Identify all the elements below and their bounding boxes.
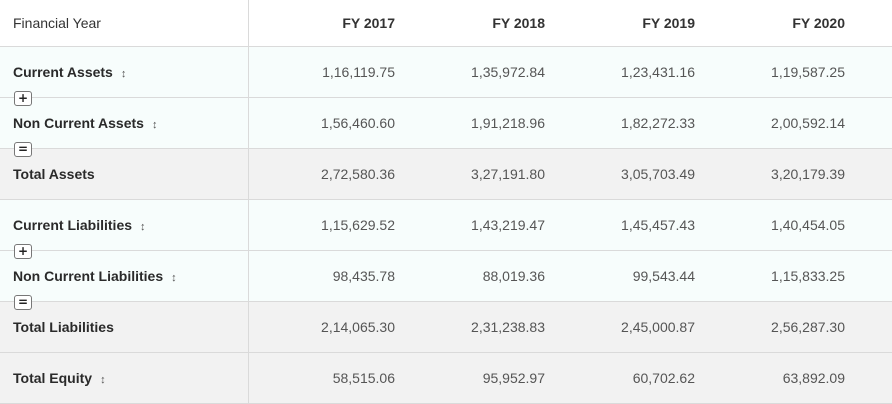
row-label-text: Current Liabilities	[13, 216, 133, 233]
value-cell: 98,435.78	[248, 250, 398, 302]
table-row: Non Current Assets ↕ = 1,56,460.60 1,91,2…	[0, 97, 892, 157]
year-header-2017: FY 2017	[248, 0, 398, 47]
row-label-total-assets: Total Assets	[0, 148, 249, 200]
equals-operator-icon: =	[14, 141, 32, 157]
sort-updown-icon[interactable]: ↕	[100, 373, 106, 386]
value-cell: 58,515.06	[248, 352, 398, 404]
row-label-current-assets[interactable]: Current Assets ↕ +	[0, 46, 249, 106]
value-cell: 1,82,272.33	[548, 97, 698, 149]
value-cell: 3,27,191.80	[398, 148, 548, 200]
value-cell: 3,05,703.49	[548, 148, 698, 200]
header-row: Financial Year FY 2017 FY 2018 FY 2019 F…	[0, 0, 892, 47]
plus-operator-icon: +	[14, 243, 32, 259]
row-label-text: Non Current Liabilities	[13, 267, 164, 284]
value-cell: 2,72,580.36	[248, 148, 398, 200]
row-label-total-equity[interactable]: Total Equity ↕	[0, 352, 249, 404]
value-cell: 1,35,972.84	[398, 46, 548, 98]
table-row-total: Total Liabilities 2,14,065.30 2,31,238.8…	[0, 301, 892, 353]
value-cell: 60,702.62	[548, 352, 698, 404]
table-row: Non Current Liabilities ↕ = 98,435.78 88,…	[0, 250, 892, 310]
sort-updown-icon[interactable]: ↕	[151, 118, 158, 131]
plus-operator-icon: +	[14, 90, 32, 106]
sort-updown-icon[interactable]: ↕	[171, 271, 177, 284]
table-row: Current Assets ↕ + 1,16,119.75 1,35,972.8…	[0, 46, 892, 106]
row-label-text: Total Equity	[13, 369, 93, 386]
row-label-text: Total Assets	[13, 165, 95, 182]
year-header-2018: FY 2018	[398, 0, 548, 47]
value-cell: 1,15,629.52	[248, 199, 398, 251]
financial-year-header: Financial Year	[0, 0, 249, 47]
year-header-2020: FY 2020	[698, 0, 892, 47]
value-cell: 1,43,219.47	[398, 199, 548, 251]
row-label-current-liabilities[interactable]: Current Liabilities ↕ +	[0, 199, 249, 259]
table-row: Current Liabilities ↕ + 1,15,629.52 1,43,…	[0, 199, 892, 259]
value-cell: 1,45,457.43	[548, 199, 698, 251]
value-cell: 1,23,431.16	[548, 46, 698, 98]
row-label-text: Current Assets	[13, 63, 113, 80]
value-cell: 1,91,218.96	[398, 97, 548, 149]
year-header-2019: FY 2019	[548, 0, 698, 47]
value-cell: 1,19,587.25	[698, 46, 892, 98]
row-label-non-current-liabilities[interactable]: Non Current Liabilities ↕ =	[0, 250, 249, 310]
value-cell: 1,15,833.25	[698, 250, 892, 302]
row-label-text: Non Current Assets	[13, 114, 144, 131]
value-cell: 1,56,460.60	[248, 97, 398, 149]
value-cell: 2,14,065.30	[248, 301, 398, 353]
row-label-non-current-assets[interactable]: Non Current Assets ↕ =	[0, 97, 249, 157]
table-row-total: Total Assets 2,72,580.36 3,27,191.80 3,0…	[0, 148, 892, 200]
value-cell: 1,16,119.75	[248, 46, 398, 98]
value-cell: 95,952.97	[398, 352, 548, 404]
value-cell: 1,40,454.05	[698, 199, 892, 251]
row-label-text: Total Liabilities	[13, 318, 114, 335]
equals-operator-icon: =	[14, 294, 32, 310]
value-cell: 99,543.44	[548, 250, 698, 302]
value-cell: 88,019.36	[398, 250, 548, 302]
value-cell: 3,20,179.39	[698, 148, 892, 200]
value-cell: 2,56,287.30	[698, 301, 892, 353]
table-row-total: Total Equity ↕ 58,515.06 95,952.97 60,702…	[0, 352, 892, 404]
sort-updown-icon[interactable]: ↕	[120, 67, 127, 80]
value-cell: 2,00,592.14	[698, 97, 892, 149]
sort-updown-icon[interactable]: ↕	[140, 220, 146, 233]
row-label-total-liabilities: Total Liabilities	[0, 301, 249, 353]
value-cell: 2,45,000.87	[548, 301, 698, 353]
value-cell: 63,892.09	[698, 352, 892, 404]
value-cell: 2,31,238.83	[398, 301, 548, 353]
